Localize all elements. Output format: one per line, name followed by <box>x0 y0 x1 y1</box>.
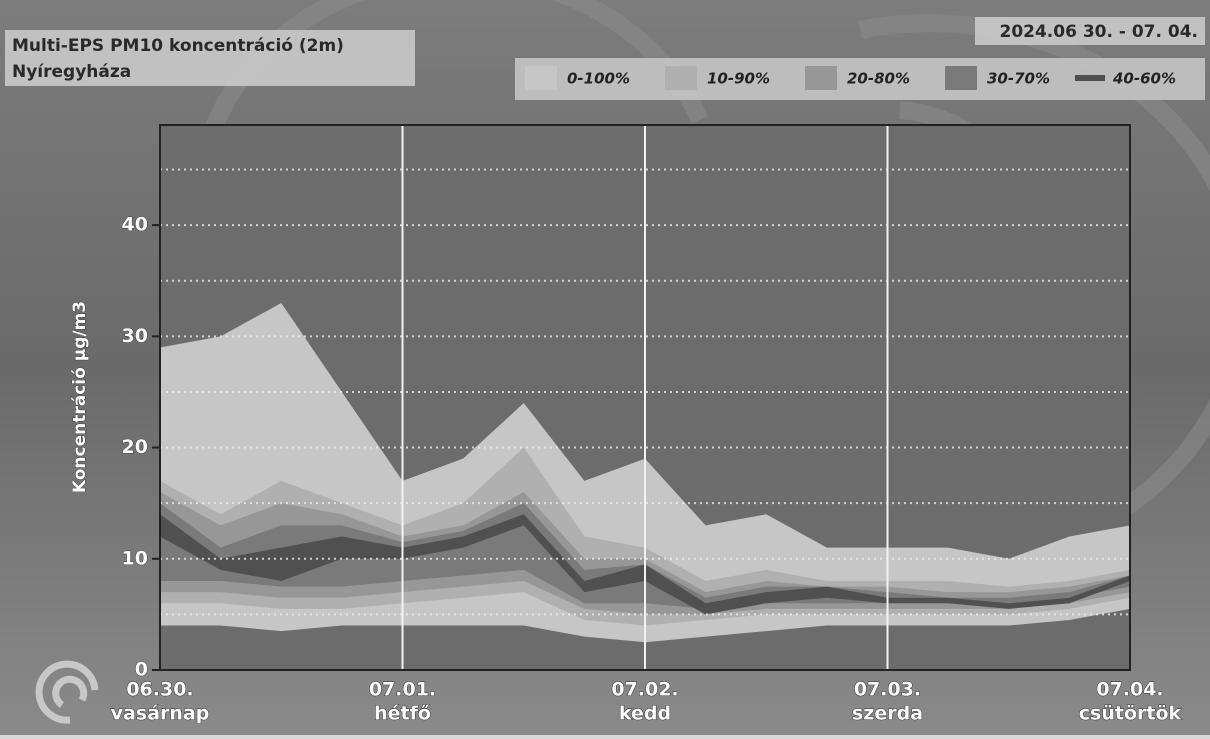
legend: 0-100% 10-90% 20-80% 30-70% 40-60% <box>525 66 1176 90</box>
date-box <box>975 17 1205 45</box>
x-tick-label: 06.30. <box>126 679 193 701</box>
legend-swatch <box>665 66 697 90</box>
x-tick-sublabel: csütörtök <box>1079 703 1182 725</box>
legend-swatch <box>945 66 977 90</box>
x-tick-label: 07.04. <box>1096 679 1163 701</box>
x-tick-label: 07.03. <box>854 679 921 701</box>
x-tick-label: 07.02. <box>611 679 678 701</box>
x-tick-sublabel: hétfő <box>374 703 431 725</box>
x-tick-label: 07.01. <box>369 679 436 701</box>
legend-swatch <box>1075 75 1105 81</box>
grid <box>160 125 1130 670</box>
y-axis-label: Koncentráció µg/m3 <box>70 301 90 493</box>
legend-label: 30-70% <box>987 70 1050 88</box>
plot-frame <box>159 124 1131 671</box>
x-tick-sublabel: kedd <box>619 703 671 725</box>
logo <box>35 660 99 724</box>
legend-swatch <box>525 66 557 90</box>
title-box <box>5 30 415 86</box>
y-tick-label: 20 <box>122 436 148 458</box>
y-tick-label: 10 <box>122 547 148 569</box>
legend-swatch <box>805 66 837 90</box>
chart-title: Multi-EPS PM10 koncentráció (2m) <box>12 36 344 56</box>
y-tick-label: 40 <box>122 214 148 236</box>
date-range: 2024.06 30. - 07. 04. <box>999 22 1198 42</box>
x-tick-sublabel: vasárnap <box>111 703 210 725</box>
legend-label: 20-80% <box>847 70 910 88</box>
y-tick-label: 30 <box>122 325 148 347</box>
chart-subtitle: Nyíregyháza <box>12 62 131 82</box>
legend-label: 10-90% <box>707 70 770 88</box>
legend-label: 40-60% <box>1112 70 1176 88</box>
y-tick-label: 0 <box>135 659 148 681</box>
legend-label: 0-100% <box>567 70 630 88</box>
x-tick-sublabel: szerda <box>852 703 923 725</box>
